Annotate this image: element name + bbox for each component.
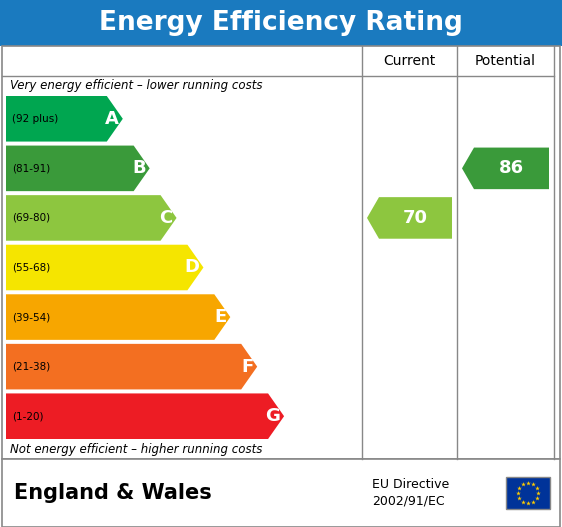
Text: (55-68): (55-68) — [12, 262, 50, 272]
Text: Energy Efficiency Rating: Energy Efficiency Rating — [99, 10, 463, 36]
Text: (21-38): (21-38) — [12, 362, 50, 372]
Text: D: D — [184, 259, 200, 277]
Text: (92 plus): (92 plus) — [12, 114, 58, 124]
Text: G: G — [265, 407, 280, 425]
Text: B: B — [132, 159, 146, 178]
Polygon shape — [6, 394, 284, 439]
Text: (39-54): (39-54) — [12, 312, 50, 322]
Text: England & Wales: England & Wales — [14, 483, 212, 503]
Text: (1-20): (1-20) — [12, 411, 43, 421]
Bar — [2, 459, 560, 527]
Text: C: C — [159, 209, 173, 227]
Text: F: F — [241, 358, 253, 376]
Text: 70: 70 — [403, 209, 428, 227]
Bar — [506, 477, 550, 509]
Text: E: E — [214, 308, 226, 326]
Polygon shape — [6, 96, 123, 142]
Text: Potential: Potential — [475, 54, 536, 68]
Bar — [0, 0, 562, 46]
Text: Current: Current — [383, 54, 436, 68]
Polygon shape — [462, 148, 549, 189]
Polygon shape — [6, 145, 149, 191]
Text: Not energy efficient – higher running costs: Not energy efficient – higher running co… — [10, 444, 262, 456]
Text: 86: 86 — [499, 159, 524, 178]
Text: EU Directive
2002/91/EC: EU Directive 2002/91/EC — [372, 478, 449, 508]
Bar — [2, 46, 560, 459]
Polygon shape — [6, 294, 230, 340]
Polygon shape — [367, 197, 452, 239]
Text: A: A — [105, 110, 119, 128]
Polygon shape — [6, 195, 176, 241]
Text: (81-91): (81-91) — [12, 163, 50, 173]
Polygon shape — [6, 245, 203, 290]
Text: (69-80): (69-80) — [12, 213, 50, 223]
Text: Very energy efficient – lower running costs: Very energy efficient – lower running co… — [10, 79, 262, 92]
Polygon shape — [6, 344, 257, 389]
